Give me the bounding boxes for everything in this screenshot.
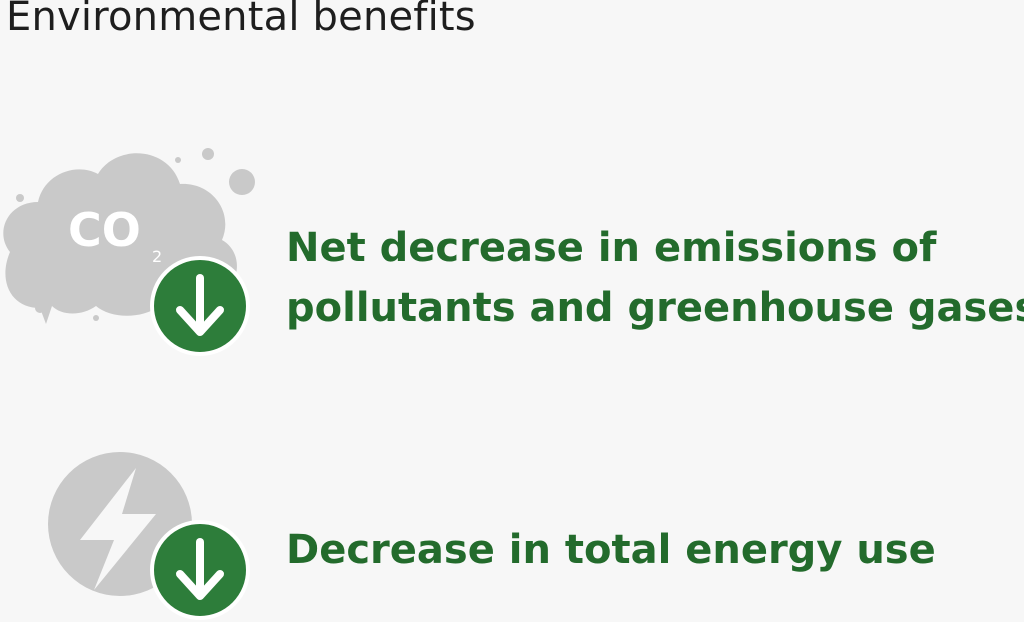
co2-label: CO — [68, 203, 141, 257]
benefit-energy-line-1: Decrease in total energy use — [286, 527, 936, 573]
benefit-energy-text: Decrease in total energy use — [286, 520, 936, 580]
co2-subscript: 2 — [152, 247, 162, 266]
benefit-emissions-line-2: pollutants and greenhouse gases — [286, 285, 1024, 331]
benefit-emissions-text: Net decrease in emissions of pollutants … — [286, 218, 1024, 338]
down-arrow-icon — [150, 256, 250, 356]
down-arrow-icon — [150, 520, 250, 620]
page-title: Environmental benefits — [6, 0, 476, 40]
benefit-emissions-line-1: Net decrease in emissions of — [286, 225, 937, 271]
